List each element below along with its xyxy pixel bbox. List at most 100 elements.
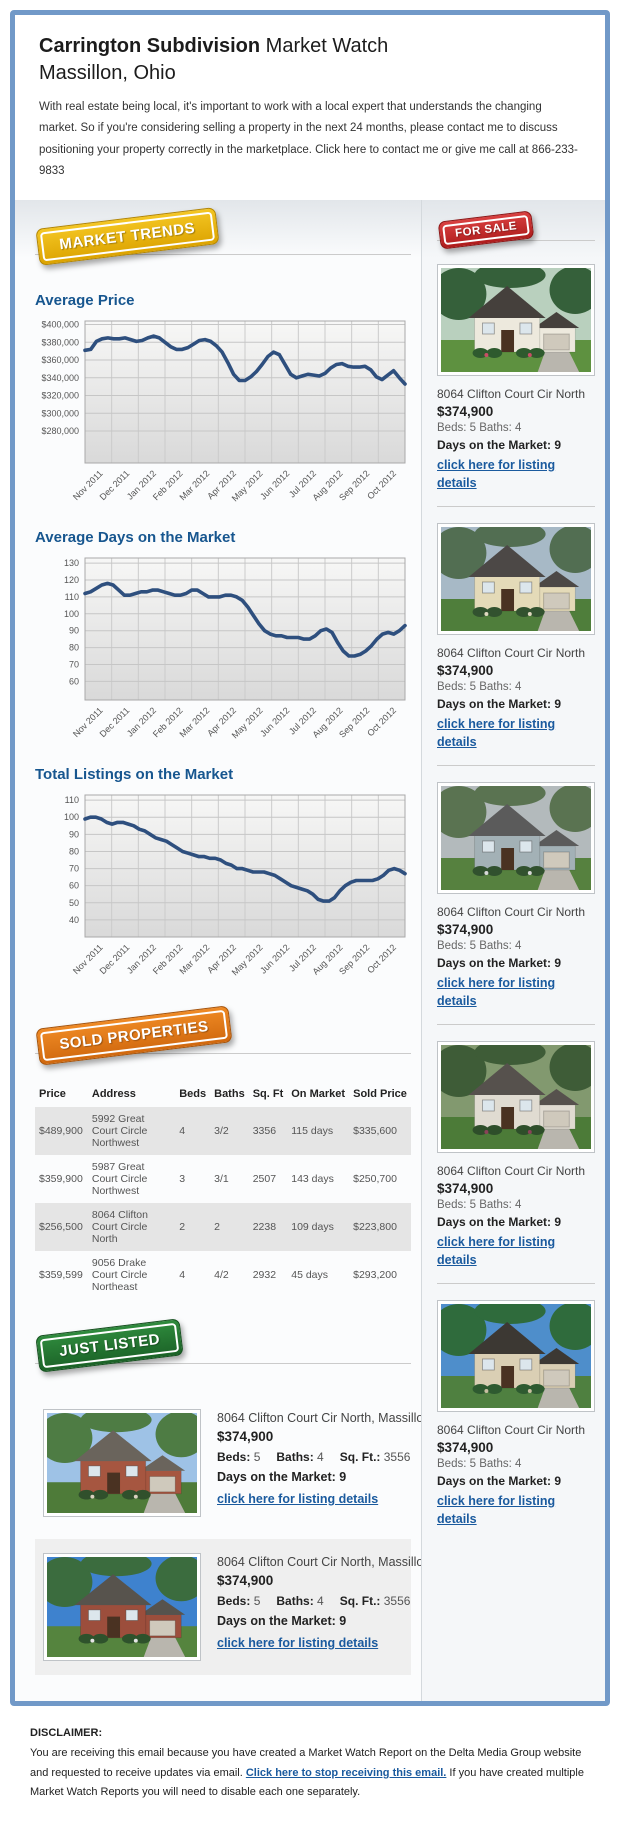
svg-text:70: 70 [69, 660, 79, 670]
listing-spec: Beds: 5 [217, 1450, 260, 1464]
svg-text:80: 80 [69, 643, 79, 653]
spec-label: Baths: [276, 1450, 318, 1465]
listing-photo-frame [431, 780, 601, 895]
listing-details-link[interactable]: click here for listing details [217, 1636, 379, 1651]
page-title: Carrington Subdivision Market Watch Mass… [39, 33, 581, 87]
report-name: Carrington Subdivision [39, 35, 261, 57]
listing-details-link[interactable]: click here for listing details [437, 976, 556, 1009]
spec-label: Sq. Ft.: [339, 1450, 384, 1465]
house-photo [37, 1407, 207, 1514]
svg-text:100: 100 [64, 609, 79, 619]
svg-text:$340,000: $340,000 [41, 373, 79, 383]
spec-value: 4 [317, 1450, 324, 1465]
svg-text:120: 120 [64, 575, 79, 585]
average-price-chart-block: Average Price $400,000 $380,000 $360,000 $3… [35, 292, 411, 515]
sold-table-row: $359,599 9056 Drake Court Circle Northeas… [35, 1251, 411, 1299]
svg-text:90: 90 [69, 829, 79, 839]
chart-average-days: 130 120 110 100 90 80 70 60 Nov 2011 Dec 2011 Jan … [35, 552, 411, 752]
total-listings-chart-block: Total Listings on the Market 110 100 90 80 7… [35, 766, 411, 989]
listing-photo-frame [431, 1039, 601, 1154]
listing-beds-baths: Beds: 5 Baths: 4 [437, 1199, 522, 1212]
just-listed-badge-label: JUST LISTED [39, 1322, 180, 1369]
svg-text:Jun 2012: Jun 2012 [258, 705, 291, 738]
listing-address: 8064 Clifton Court Cir North [437, 646, 586, 661]
listing-beds-baths: Beds: 5 Baths: 4 [437, 1458, 522, 1471]
svg-text:$300,000: $300,000 [41, 408, 79, 418]
listing-details-link[interactable]: click here for listing details [437, 1494, 556, 1527]
listing-beds-baths: Beds: 5 Baths: 4 [437, 940, 522, 953]
content-area: MARKET TRENDS Average Price $400,000 $380… [15, 200, 605, 1702]
svg-text:Oct 2012: Oct 2012 [365, 468, 398, 501]
spec-value: 5 [253, 1450, 261, 1465]
svg-text:$380,000: $380,000 [41, 337, 79, 347]
sold-table-cell: 4 [179, 1125, 186, 1138]
main-column: MARKET TRENDS Average Price $400,000 $380… [15, 200, 487, 1701]
divider [437, 1024, 595, 1026]
average-days-chart-block: Average Days on the Market 130 120 110 100 9… [35, 529, 411, 752]
listing-price: $374,900 [437, 404, 494, 420]
house-photo [431, 1039, 601, 1150]
listing-spec: Baths: 4 [276, 1594, 323, 1608]
market-trends-section-head: MARKET TRENDS [35, 207, 411, 278]
line-chart: $400,000 $380,000 $360,000 $340,000 $320,000… [41, 320, 407, 503]
svg-text:$400,000: $400,000 [41, 320, 79, 330]
for-sale-section-head: FOR SALE [437, 210, 595, 260]
svg-text:$360,000: $360,000 [41, 355, 79, 365]
sold-table-cell: 9056 Drake Court Circle Northeast [91, 1257, 148, 1294]
sold-table-cell: 4 [179, 1269, 186, 1282]
listing-address: 8064 Clifton Court Cir North [437, 387, 586, 402]
for-sale-listing: 8064 Clifton Court Cir North $374,900 Beds… [431, 1039, 601, 1269]
sold-table-cell: $489,900 [39, 1125, 83, 1138]
spec-value: 5 [253, 1594, 261, 1609]
sold-table-cell: 2507 [252, 1173, 277, 1186]
listing-address: 8064 Clifton Court Cir North [437, 1423, 586, 1438]
sold-column-header: Beds [179, 1088, 207, 1101]
listing-address: 8064 Clifton Court Cir North [437, 905, 586, 920]
listing-address: 8064 Clifton Court Cir North, Massillon [217, 1411, 431, 1426]
listing-price: $374,900 [437, 663, 494, 679]
divider [437, 1283, 595, 1285]
for-sale-listing: 8064 Clifton Court Cir North $374,900 Beds… [431, 262, 601, 492]
sidebar: FOR SALE 8064 Clifton Court Cir North $37… [421, 200, 605, 1702]
spec-value: 3556 [383, 1450, 411, 1465]
listing-photo-frame [37, 1551, 207, 1662]
svg-text:110: 110 [65, 795, 79, 805]
listing-price: $374,900 [437, 1440, 494, 1456]
listing-details-link[interactable]: click here for listing details [437, 458, 556, 491]
chart-title-total-listings: Total Listings on the Market [35, 766, 234, 784]
sold-table-cell: 2238 [252, 1221, 277, 1234]
divider [437, 506, 595, 508]
listing-days-on-market: Days on the Market: 9 [437, 1215, 562, 1230]
sold-column-header: Price [39, 1088, 66, 1101]
listing-details-link[interactable]: click here for listing details [437, 1235, 556, 1268]
listing-address: 8064 Clifton Court Cir North [437, 1164, 586, 1179]
svg-text:50: 50 [69, 898, 79, 908]
report-type: Market Watch [260, 35, 389, 57]
svg-text:$320,000: $320,000 [41, 391, 79, 401]
sold-table-row: $489,900 5992 Great Court Circle Northwes… [35, 1107, 411, 1156]
svg-text:Jun 2012: Jun 2012 [258, 468, 291, 501]
listing-price: $374,900 [437, 1181, 494, 1197]
listing-details-link[interactable]: click here for listing details [437, 717, 556, 750]
unsubscribe-link[interactable]: Click here to stop receiving this email. [245, 1766, 447, 1779]
listing-details-link[interactable]: click here for listing details [217, 1492, 379, 1507]
spec-value: 3556 [383, 1594, 411, 1609]
svg-text:110: 110 [65, 592, 79, 602]
sold-column-header: Sq. Ft [252, 1088, 284, 1101]
svg-text:40: 40 [69, 915, 79, 925]
disclaimer-heading: DISCLAIMER: [30, 1727, 103, 1740]
sold-table-cell: 115 days [291, 1125, 334, 1138]
for-sale-listing: 8064 Clifton Court Cir North $374,900 Beds… [431, 1298, 601, 1528]
listing-days-on-market: Days on the Market: 9 [437, 438, 562, 453]
sold-properties-badge: SOLD PROPERTIES [35, 1005, 233, 1066]
chart-title-average-price: Average Price [35, 292, 135, 310]
for-sale-listing: 8064 Clifton Court Cir North $374,900 Beds… [431, 521, 601, 751]
listing-address: 8064 Clifton Court Cir North, Massillon [217, 1555, 431, 1570]
sold-properties-table: Price Address Beds Baths Sq. Ft On Market Sold… [35, 1081, 411, 1299]
sold-table-cell: 5992 Great Court Circle Northwest [91, 1113, 148, 1150]
sold-table-cell: $359,900 [39, 1173, 83, 1186]
sold-table-row: $359,900 5987 Great Court Circle Northwes… [35, 1155, 411, 1203]
svg-text:Jun 2012: Jun 2012 [258, 942, 291, 975]
